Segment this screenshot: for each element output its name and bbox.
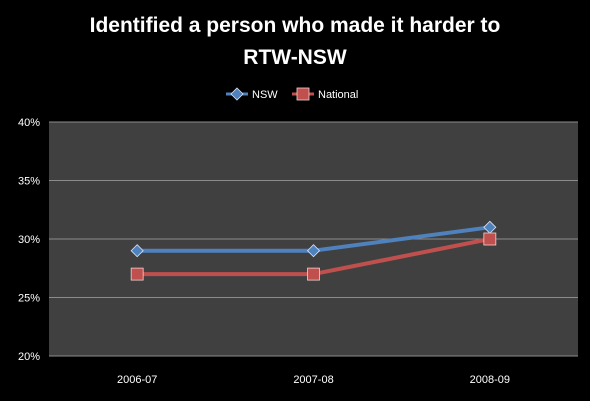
y-tick-label: 20% bbox=[18, 351, 40, 363]
x-tick-label: 2006-07 bbox=[117, 374, 157, 386]
legend-label: National bbox=[318, 89, 358, 101]
data-point-national bbox=[483, 232, 497, 246]
y-tick-label: 35% bbox=[18, 176, 40, 188]
data-point-nsw bbox=[130, 244, 144, 258]
legend-label: NSW bbox=[252, 89, 278, 101]
y-tick-label: 30% bbox=[18, 234, 40, 246]
data-point-national bbox=[307, 267, 320, 281]
data-point-national bbox=[130, 267, 144, 281]
x-tick-label: 2007-08 bbox=[293, 374, 333, 386]
y-tick-label: 40% bbox=[18, 117, 40, 129]
y-tick-label: 25% bbox=[18, 293, 40, 305]
chart-title-line-2: RTW-NSW bbox=[243, 46, 347, 69]
chart-title-line-1: Identified a person who made it harder t… bbox=[89, 14, 501, 37]
legend-marker bbox=[230, 87, 244, 101]
x-tick-label: 2008-09 bbox=[470, 374, 510, 386]
legend-marker bbox=[296, 87, 310, 101]
data-point-nsw bbox=[306, 244, 321, 258]
